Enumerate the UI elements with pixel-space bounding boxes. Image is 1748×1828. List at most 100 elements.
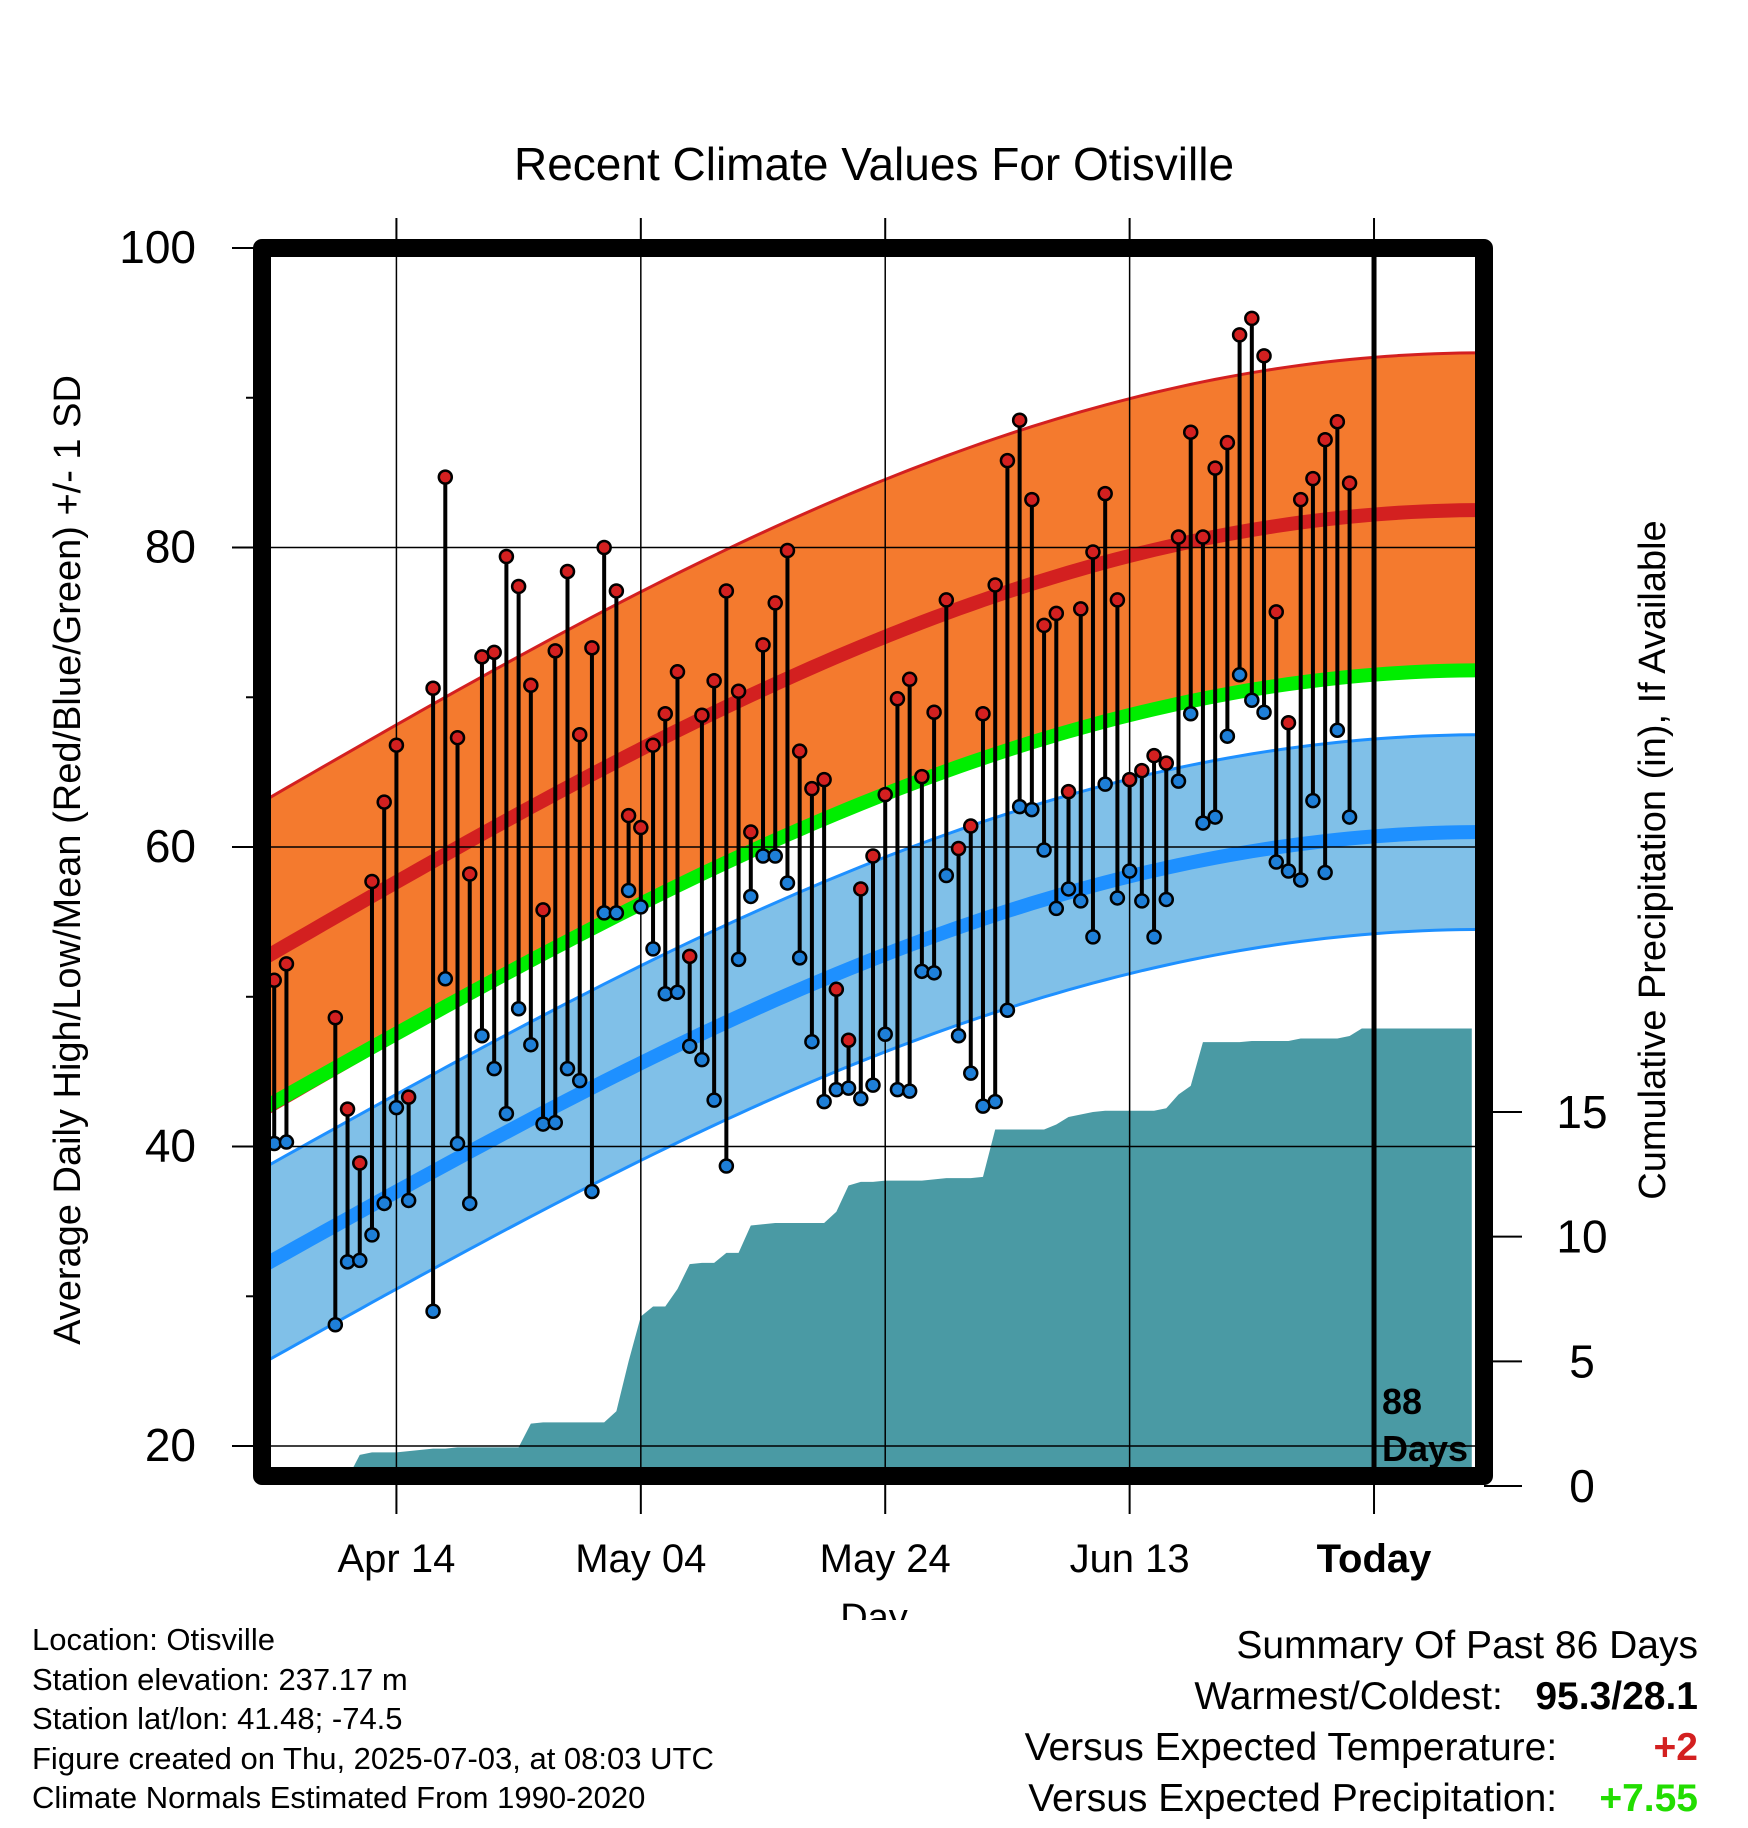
elevation-text: Station elevation: 237.17 m	[32, 1661, 408, 1697]
daily-high-point	[1256, 348, 1272, 364]
summary-panel: Summary Of Past 86 Days Warmest/Coldest:…	[1025, 1620, 1698, 1824]
daily-low-point	[400, 1192, 417, 1209]
daily-high-point	[559, 563, 576, 580]
daily-high-point	[816, 771, 832, 788]
precip-departure-row: Versus Expected Precipitation: +7.55	[1025, 1773, 1698, 1824]
daily-high-point	[278, 956, 295, 972]
daily-high-point	[364, 873, 380, 890]
daily-low-point	[1048, 900, 1065, 917]
daily-high-point	[877, 786, 893, 803]
normal-high-band-upper-edge	[262, 351, 1484, 804]
daily-high-point	[779, 542, 796, 559]
daily-low-point	[559, 1060, 576, 1077]
x-tick-label: Apr 14	[337, 1537, 455, 1581]
daily-high-point	[1048, 605, 1065, 622]
daily-low-point	[1329, 722, 1346, 738]
summary-title: Summary Of Past 86 Days	[1236, 1624, 1698, 1667]
daily-high-point	[620, 807, 637, 824]
daily-low-point	[1024, 801, 1040, 818]
daily-low-point	[1280, 863, 1297, 879]
daily-high-point	[889, 691, 906, 707]
daily-high-point	[400, 1089, 417, 1105]
daily-low-point	[474, 1027, 490, 1044]
daily-high-point	[828, 981, 845, 998]
daily-low-point	[804, 1033, 820, 1050]
daily-high-point	[1158, 755, 1175, 771]
daily-high-point	[584, 640, 600, 656]
daily-high-point	[657, 705, 674, 722]
normals-text: Climate Normals Estimated From 1990-2020	[32, 1780, 646, 1815]
y-axis-label: Average Daily High/Low/Mean (Red/Blue/Gr…	[47, 375, 89, 1345]
daily-low-point	[828, 1081, 845, 1098]
daily-low-point	[461, 1195, 478, 1212]
daily-low-point	[388, 1099, 405, 1116]
warmest-coldest-label: Warmest/Coldest:	[1194, 1675, 1503, 1718]
x-tick-label: Today	[1317, 1537, 1433, 1581]
precip-departure-label: Versus Expected Precipitation:	[1028, 1777, 1558, 1820]
daily-low-point	[608, 905, 625, 921]
daily-low-point	[889, 1081, 906, 1098]
y2-tick-label: 5	[1569, 1335, 1595, 1387]
plot-frame	[253, 239, 1493, 1485]
today-days-label: Days	[1382, 1428, 1468, 1469]
daily-high-point	[1097, 485, 1113, 502]
daily-high-point	[1341, 475, 1358, 491]
daily-high-point	[327, 1009, 344, 1026]
temp-departure-row: Versus Expected Temperature: +2	[1025, 1722, 1698, 1773]
daily-high-point	[743, 824, 759, 840]
temp-departure-value: +2	[1653, 1726, 1698, 1769]
daily-high-point	[596, 539, 612, 556]
daily-low-point	[816, 1093, 832, 1110]
daily-high-point	[865, 848, 881, 864]
daily-low-point	[681, 1038, 698, 1054]
daily-low-point	[1244, 692, 1260, 709]
daily-high-point	[1085, 544, 1101, 560]
daily-low-point	[840, 1080, 857, 1096]
daily-high-point	[1292, 491, 1309, 508]
daily-high-point	[1305, 470, 1321, 487]
daily-low-point	[364, 1227, 380, 1243]
daily-high-point	[1146, 747, 1162, 764]
daily-high-point	[1024, 491, 1040, 508]
y2-tick-label: 10	[1556, 1211, 1607, 1263]
daily-low-point	[1231, 667, 1248, 683]
daily-low-point	[1292, 872, 1309, 888]
normal-mean-line	[262, 663, 1484, 1116]
daily-high-point	[1182, 424, 1199, 440]
y2-tick-label: 0	[1569, 1460, 1595, 1512]
y-tick-label: 60	[145, 820, 196, 872]
daily-high-point	[901, 671, 918, 688]
x-axis-label: Day	[840, 1597, 908, 1620]
daily-low-point	[327, 1316, 344, 1333]
daily-low-point	[449, 1135, 466, 1152]
daily-high-point	[963, 818, 979, 834]
daily-low-point	[706, 1092, 722, 1108]
daily-low-point	[1317, 864, 1333, 881]
created-text: Figure created on Thu, 2025-07-03, at 08…	[32, 1740, 714, 1776]
daily-high-point	[791, 743, 808, 759]
x-tick-label: Jun 13	[1070, 1537, 1190, 1581]
daily-low-point	[339, 1254, 356, 1270]
daily-low-point	[1036, 842, 1052, 858]
daily-low-point	[584, 1183, 600, 1200]
daily-low-point	[376, 1195, 392, 1212]
daily-low-point	[1341, 809, 1358, 825]
daily-low-point	[535, 1116, 551, 1132]
daily-low-point	[1207, 809, 1223, 825]
daily-low-point	[791, 950, 808, 966]
daily-low-point	[730, 951, 747, 968]
y-tick-label: 80	[145, 521, 196, 573]
daily-low-point	[853, 1090, 869, 1107]
precip-departure-value: +7.55	[1599, 1777, 1698, 1820]
daily-low-point	[767, 848, 783, 864]
daily-high-point	[804, 780, 820, 797]
daily-high-point	[1280, 714, 1297, 731]
daily-high-point	[840, 1032, 857, 1048]
plot-area: 88 Days	[262, 248, 1484, 1476]
daily-high-point	[510, 578, 527, 595]
daily-high-point	[694, 707, 710, 723]
daily-low-point	[1219, 728, 1236, 744]
precip-area	[348, 1028, 1472, 1476]
daily-low-point	[669, 984, 686, 1001]
daily-high-point	[535, 902, 551, 918]
